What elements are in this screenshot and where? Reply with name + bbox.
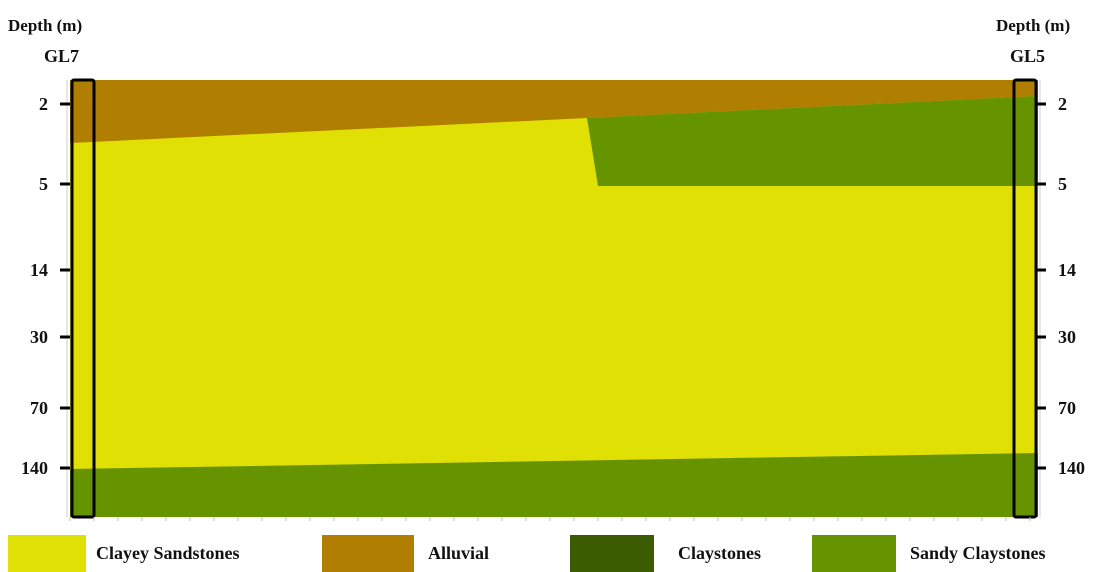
borehole-column-gl5 — [1012, 78, 1038, 519]
legend-swatch-claystones — [570, 535, 654, 572]
borehole-column-gl7 — [70, 78, 96, 519]
left-depth-ticks — [60, 102, 70, 470]
right-tick-label-140: 140 — [1058, 458, 1085, 478]
alluvial-layer — [70, 80, 1038, 143]
right-tick-label-14: 14 — [1058, 260, 1076, 280]
right-depth-title: Depth (m) — [996, 16, 1071, 35]
bottom-minor-ticks — [69, 517, 1031, 521]
legend-item-claystones: Claystones — [570, 535, 810, 572]
legend-swatch-alluvial — [322, 535, 414, 572]
right-tick-label-30: 30 — [1058, 327, 1076, 347]
left-tick-label-140: 140 — [21, 458, 48, 478]
right-borehole-name: GL5 — [1010, 46, 1046, 66]
legend-swatch-sandy-claystones — [812, 535, 896, 572]
right-tick-label-2: 2 — [1058, 94, 1067, 114]
legend-item-alluvial: Alluvial — [320, 535, 570, 572]
legend-swatch-clayey-sandstones — [8, 535, 86, 572]
left-depth-title: Depth (m) — [8, 16, 83, 35]
right-tick-label-5: 5 — [1058, 174, 1067, 194]
right-tick-label-70: 70 — [1058, 398, 1076, 418]
legend-item-sandy-claystones: Sandy Claystones — [812, 535, 1097, 572]
cross-section-diagram: 2 5 14 30 70 140 2 5 14 30 70 140 — [21, 78, 1085, 521]
right-depth-ticks — [1036, 102, 1046, 470]
left-tick-label-30: 30 — [30, 327, 48, 347]
left-tick-label-5: 5 — [39, 174, 48, 194]
legend-label-clayey-sandstones: Clayey Sandstones — [96, 543, 240, 563]
left-tick-label-2: 2 — [39, 94, 48, 114]
legend-label-claystones: Claystones — [678, 543, 762, 563]
legend-item-clayey-sandstones: Clayey Sandstones — [0, 535, 320, 572]
legend-label-sandy-claystones: Sandy Claystones — [910, 543, 1046, 563]
sandy-claystones-bottom-layer — [70, 453, 1038, 517]
left-tick-label-70: 70 — [30, 398, 48, 418]
legend-label-alluvial: Alluvial — [428, 543, 490, 563]
left-tick-label-14: 14 — [30, 260, 48, 280]
sandy-claystones-lens — [587, 96, 1038, 186]
left-borehole-name: GL7 — [44, 46, 80, 66]
